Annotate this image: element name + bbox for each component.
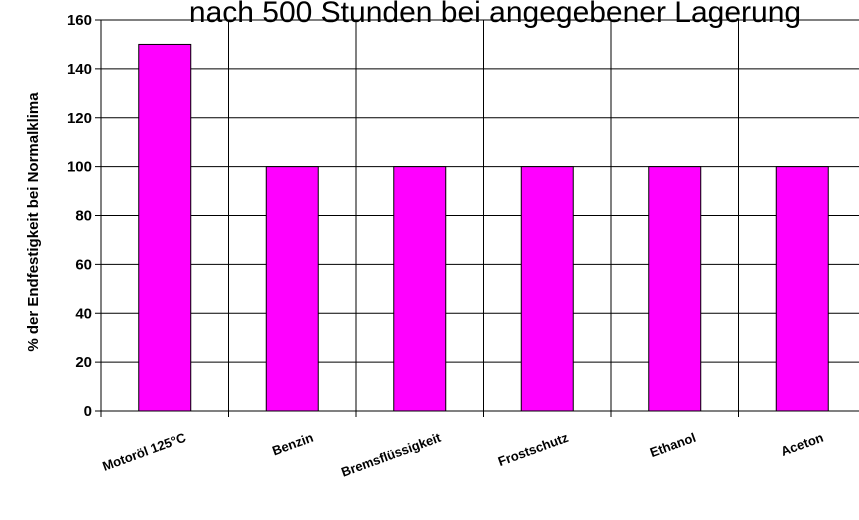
x-tick-label: Bremsflüssigkeit: [339, 429, 443, 479]
bars: [138, 43, 829, 412]
x-tick-label: Ethanol: [648, 430, 698, 460]
y-tick-labels: 0 20 40 60 80 100 120 140 160: [67, 12, 92, 420]
x-tick-label: Benzin: [270, 430, 315, 459]
x-tick-labels: Motoröl 125°C Benzin Bremsflüssigkeit Frost…: [100, 429, 825, 479]
bar: [520, 166, 574, 412]
bar: [265, 166, 319, 412]
y-axis-label: % der Endfestigkeit bei Normalklima: [25, 92, 42, 352]
y-tick-label: 60: [75, 256, 92, 273]
y-tick-label: 40: [75, 305, 92, 322]
y-tick-label: 160: [67, 12, 92, 29]
bar: [393, 166, 447, 412]
axes: [95, 19, 859, 417]
grid: [101, 19, 859, 411]
bar: [775, 166, 829, 412]
bar: [648, 166, 702, 412]
x-tick-label: Frostschutz: [496, 430, 571, 469]
chart-title: nach 500 Stunden bei angegebener Lagerun…: [189, 0, 801, 29]
y-tick-label: 100: [67, 159, 92, 176]
y-tick-label: 0: [84, 403, 92, 420]
y-tick-label: 80: [75, 208, 92, 225]
bar: [138, 43, 192, 412]
y-tick-label: 140: [67, 61, 92, 78]
x-tick-label: Motoröl 125°C: [100, 430, 188, 474]
x-tick-label: Aceton: [779, 430, 826, 459]
y-tick-label: 20: [75, 354, 92, 371]
y-tick-label: 120: [67, 110, 92, 127]
